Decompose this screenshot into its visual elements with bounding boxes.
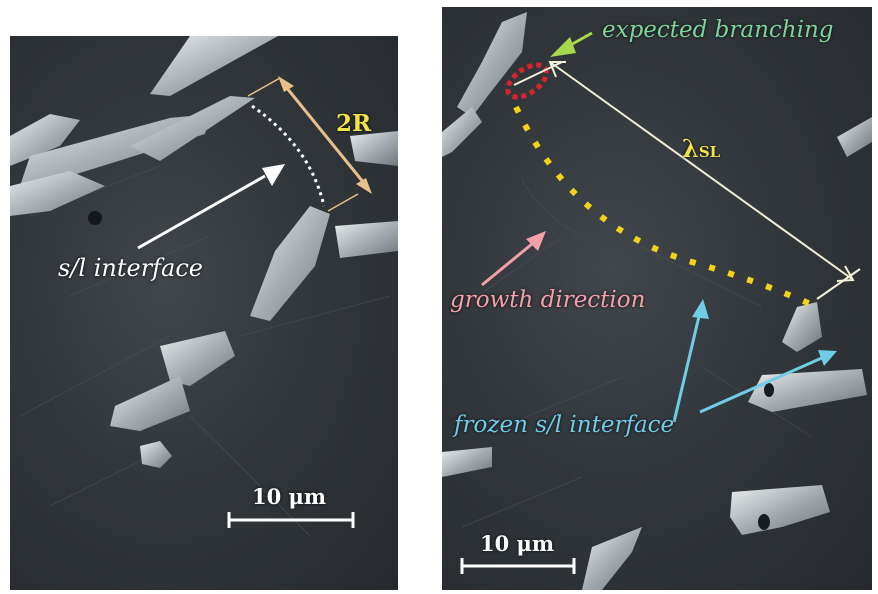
sem-image-left: s/l interface 2R 10 μm <box>10 36 398 590</box>
frozen-label: frozen s/l interface <box>454 412 675 438</box>
scale-bar-label-right: 10 μm <box>480 531 555 556</box>
scale-bar-label-left: 10 μm <box>252 484 327 509</box>
spacing-label: λSL <box>682 134 720 163</box>
growth-label: growth direction <box>450 287 646 313</box>
crystal-needles-left <box>10 36 398 468</box>
spacing-subscript: SL <box>698 143 721 161</box>
interface-label: s/l interface <box>58 254 203 282</box>
crystal-needles-right <box>442 12 872 590</box>
branching-label: expected branching <box>602 17 834 43</box>
sem-image-right: expected branching λSL growth direction … <box>442 7 872 590</box>
spacing-symbol: λ <box>682 134 699 163</box>
radius-label: 2R <box>336 110 372 137</box>
